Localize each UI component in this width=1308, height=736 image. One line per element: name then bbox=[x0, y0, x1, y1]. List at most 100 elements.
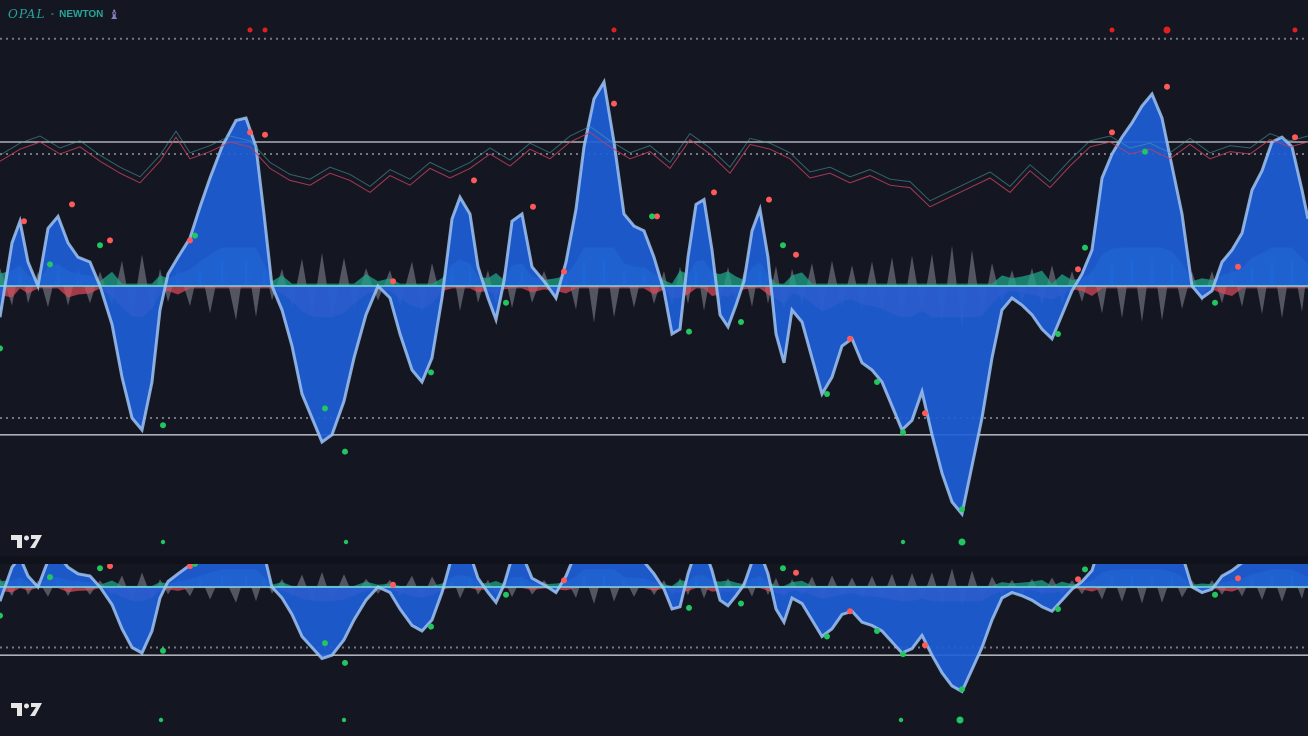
signal-bottom-dot bbox=[780, 242, 786, 249]
signal-top-dot bbox=[922, 410, 928, 417]
signal-top-dot bbox=[847, 608, 853, 615]
signal-bottom-dot bbox=[686, 328, 692, 335]
signal-bottom-dot bbox=[428, 623, 434, 630]
signal-bottom-dot bbox=[322, 405, 328, 412]
signal-bottom-dot bbox=[160, 647, 166, 654]
signal-bottom-dot bbox=[1082, 244, 1088, 251]
signal-bottom-dot bbox=[192, 232, 198, 239]
signal-top-dot bbox=[390, 278, 396, 285]
signal-bottom-dot bbox=[47, 574, 53, 581]
signal-bottom-dot bbox=[1142, 522, 1148, 528]
signal-top-dot bbox=[530, 203, 536, 210]
signal-top-dot bbox=[611, 100, 617, 107]
signal-top-dot bbox=[262, 131, 268, 138]
legend-separator: - bbox=[50, 8, 55, 20]
indicator-name: NEWTON bbox=[59, 8, 104, 20]
signal-bottom-dot bbox=[900, 651, 906, 658]
signal-bottom-dot bbox=[97, 242, 103, 249]
signal-bottom-dot bbox=[503, 299, 509, 306]
signal-top-dot bbox=[187, 564, 193, 570]
signal-top-dot bbox=[390, 581, 396, 588]
signal-bottom-dot bbox=[342, 448, 348, 455]
lower-panel bbox=[0, 493, 1308, 694]
signal-top-dot bbox=[530, 548, 536, 554]
wave-area bbox=[0, 82, 1308, 514]
signal-bottom-dot bbox=[1212, 299, 1218, 306]
signal-top-dot bbox=[1109, 514, 1115, 520]
momentum-line-upper bbox=[0, 125, 1308, 202]
signal-top-dot bbox=[262, 515, 268, 521]
signal-bottom-dot bbox=[47, 261, 53, 268]
signal-bottom-dot bbox=[874, 628, 880, 634]
signal-top-dot bbox=[711, 189, 717, 196]
signal-top-dot bbox=[561, 577, 567, 584]
top-marker-dot bbox=[611, 27, 617, 33]
signal-bottom-dot bbox=[959, 686, 965, 693]
bottom-marker-dot bbox=[900, 539, 906, 545]
signal-bottom-dot bbox=[160, 422, 166, 429]
signal-top-dot bbox=[793, 569, 799, 576]
lower-bottom-marker-dot bbox=[956, 716, 964, 724]
signal-bottom-dot bbox=[0, 612, 3, 619]
main-panel bbox=[0, 37, 1308, 518]
signal-bottom-dot bbox=[342, 659, 348, 666]
signal-top-dot bbox=[107, 564, 113, 570]
signal-bottom-dot bbox=[192, 564, 198, 567]
wave-line bbox=[0, 564, 1243, 694]
signal-top-dot bbox=[1292, 516, 1298, 522]
signal-top-dot bbox=[107, 237, 113, 244]
signal-bottom-dot bbox=[1082, 566, 1088, 573]
indicator-legend: OPAL - NEWTON ♝ bbox=[8, 7, 120, 21]
signal-bottom-dot bbox=[0, 345, 3, 352]
lower-bottom-marker-dot bbox=[898, 717, 904, 723]
signal-top-dot bbox=[711, 541, 717, 547]
signal-bottom-dot bbox=[824, 633, 830, 640]
signal-bottom-dot bbox=[1055, 606, 1061, 612]
signal-top-dot bbox=[1292, 134, 1298, 141]
signal-bottom-dot bbox=[1212, 591, 1218, 598]
bottom-marker-dot bbox=[343, 539, 349, 545]
signal-bottom-dot bbox=[738, 600, 744, 607]
signal-top-dot bbox=[1164, 83, 1170, 90]
chess-bishop-icon[interactable]: ♝ bbox=[108, 6, 121, 22]
signal-bottom-dot bbox=[686, 604, 692, 611]
signal-top-dot bbox=[69, 201, 75, 208]
top-marker-dot bbox=[1109, 27, 1115, 33]
signal-bottom-dot bbox=[780, 565, 786, 572]
top-marker-dot bbox=[262, 27, 268, 33]
top-marker-dot bbox=[1292, 27, 1298, 33]
lower-bottom-marker-dot bbox=[158, 717, 164, 723]
signal-top-dot bbox=[611, 500, 617, 506]
signal-top-dot bbox=[1109, 129, 1115, 136]
signal-top-dot bbox=[766, 196, 772, 203]
signal-top-dot bbox=[793, 251, 799, 258]
signal-bottom-dot bbox=[1142, 148, 1148, 155]
signal-bottom-dot bbox=[874, 379, 880, 385]
bottom-marker-dot bbox=[160, 539, 166, 545]
signal-bottom-dot bbox=[428, 369, 434, 376]
wave-area bbox=[0, 564, 1308, 692]
signal-top-dot bbox=[1075, 576, 1081, 583]
signal-top-dot bbox=[654, 213, 660, 220]
signal-top-dot bbox=[1235, 263, 1241, 270]
panel-separator bbox=[0, 556, 1308, 564]
signal-bottom-dot bbox=[97, 565, 103, 572]
signal-bottom-dot bbox=[959, 506, 965, 513]
signal-top-dot bbox=[187, 237, 193, 244]
signal-top-dot bbox=[847, 335, 853, 342]
signal-top-dot bbox=[1164, 493, 1170, 499]
signal-top-dot bbox=[561, 268, 567, 275]
signal-bottom-dot bbox=[503, 591, 509, 598]
signal-bottom-dot bbox=[900, 429, 906, 436]
signal-top-dot bbox=[247, 129, 253, 136]
signal-top-dot bbox=[21, 218, 27, 225]
signal-top-dot bbox=[1075, 266, 1081, 273]
signal-bottom-dot bbox=[649, 213, 655, 220]
tradingview-logo-icon[interactable] bbox=[11, 533, 43, 549]
signal-bottom-dot bbox=[322, 640, 328, 647]
top-marker-dot bbox=[1163, 26, 1171, 34]
signal-bottom-dot bbox=[1055, 331, 1061, 337]
lower-bottom-marker-dot bbox=[341, 717, 347, 723]
tradingview-logo-icon-lower[interactable] bbox=[11, 701, 43, 717]
